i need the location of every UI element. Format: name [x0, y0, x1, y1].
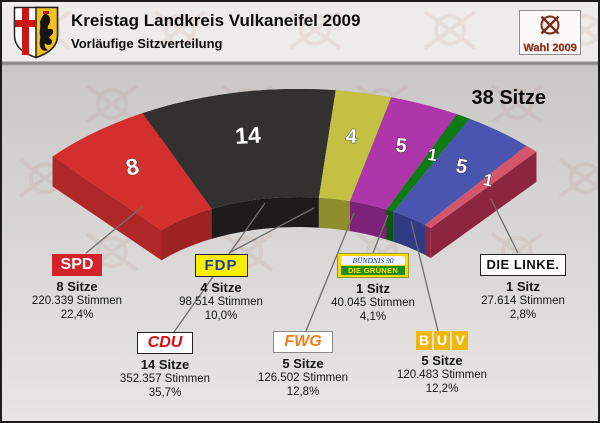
- leader-line-spd: [85, 206, 143, 254]
- buv-votes: 120.483 Stimmen: [396, 369, 488, 381]
- gruene-logo-bottom: DIE GRÜNEN: [341, 266, 405, 275]
- watermark-ballot-x-icon: [423, 158, 477, 198]
- header: Kreistag Landkreis Vulkaneifel 2009 Vorl…: [2, 2, 598, 62]
- spd-votes: 220.339 Stimmen: [31, 295, 123, 307]
- inner-face-fdp: [318, 197, 350, 232]
- seat-number-linke: 1: [481, 170, 495, 191]
- fwg-votes: 126.502 Stimmen: [257, 372, 349, 384]
- gruene-votes: 40.045 Stimmen: [331, 297, 415, 309]
- cdu-logo: CDU: [136, 332, 194, 354]
- watermark-ballot-x-icon: [220, 84, 274, 124]
- segment-linke: [425, 145, 537, 228]
- end-cap-left: [52, 156, 162, 261]
- fdp-percent: 10,0%: [204, 310, 238, 322]
- segment-gruene: [386, 114, 470, 212]
- party-label-cdu: CDU 14 Sitze 352.357 Stimmen 35,7%: [100, 332, 230, 400]
- linke-votes: 27.614 Stimmen: [481, 295, 565, 307]
- gruene-percent: 4,1%: [359, 311, 387, 323]
- fdp-seats: 4 Sitze: [200, 280, 242, 295]
- rim-gruene: [457, 114, 470, 149]
- seat-number-spd: 8: [124, 153, 142, 181]
- spd-logo: SPD: [51, 254, 103, 276]
- inner-face-cdu: [211, 197, 319, 239]
- party-label-fdp: FDP 4 Sitze 98.514 Stimmen 10,0%: [156, 254, 286, 323]
- gruene-logo-top: BÜNDNIS 90: [341, 256, 405, 265]
- seat-number-buv: 5: [454, 155, 469, 179]
- party-label-linke: DIE LINKE. 1 Sitz 27.614 Stimmen 2,8%: [458, 254, 588, 322]
- seat-number-fwg: 5: [394, 135, 408, 158]
- segment-fwg: [349, 97, 457, 210]
- buv-percent: 12,2%: [425, 383, 459, 395]
- total-seats-label: 38 Sitze: [471, 87, 546, 109]
- cdu-percent: 35,7%: [148, 387, 182, 399]
- ballot-x-icon: [540, 15, 560, 35]
- badge-label: Wahl 2009: [523, 42, 577, 54]
- gruene-seats: 1 Sitz: [356, 281, 390, 296]
- leader-line-fdp: [228, 207, 315, 254]
- fwg-seats: 5 Sitze: [282, 356, 324, 371]
- party-label-fwg: FWG 5 Sitze 126.502 Stimmen 12,8%: [238, 331, 368, 399]
- rim-buv: [469, 118, 527, 176]
- linke-logo: DIE LINKE.: [479, 254, 567, 276]
- fdp-votes: 98.514 Stimmen: [179, 296, 263, 308]
- watermark-ballot-x-icon: [558, 158, 598, 198]
- fwg-logo: FWG: [273, 331, 333, 353]
- inner-face-gruene: [386, 209, 394, 242]
- seat-number-fdp: 4: [345, 126, 358, 149]
- cdu-votes: 352.357 Stimmen: [119, 373, 211, 385]
- rim-linke: [526, 145, 537, 182]
- leader-line-gruene: [372, 214, 389, 254]
- watermark-ballot-x-icon: [85, 84, 139, 124]
- spd-percent: 22,4%: [60, 309, 94, 321]
- inner-face-fwg: [349, 201, 387, 240]
- party-label-spd: SPD 8 Sitze 220.339 Stimmen 22,4%: [12, 254, 142, 322]
- coat-of-arms: [13, 6, 59, 59]
- buv-seats: 5 Sitze: [421, 353, 463, 368]
- linke-seats: 1 Sitz: [506, 279, 540, 294]
- segment-fdp: [318, 90, 392, 202]
- watermark-ballot-x-icon: [355, 84, 409, 124]
- segment-spd: [52, 113, 212, 231]
- wahl-2009-badge: Wahl 2009: [519, 10, 581, 55]
- gruene-logo: BÜNDNIS 90 DIE GRÜNEN: [337, 253, 409, 278]
- seat-number-cdu: 14: [234, 122, 261, 149]
- end-cap-right: [430, 151, 537, 258]
- cdu-seats: 14 Sitze: [140, 357, 190, 372]
- leader-line-linke: [490, 198, 519, 254]
- rim-spd: [52, 113, 143, 187]
- rim-fdp: [335, 90, 392, 128]
- watermark-ballot-x-icon: [153, 158, 207, 198]
- watermark-ballot-x-icon: [18, 158, 72, 198]
- party-label-gruene: BÜNDNIS 90 DIE GRÜNEN 1 Sitz 40.045 Stim…: [308, 253, 438, 324]
- inner-face-spd: [161, 208, 212, 261]
- page-title: Kreistag Landkreis Vulkaneifel 2009: [71, 11, 361, 30]
- segment-buv: [393, 118, 527, 225]
- seat-number-gruene: 1: [426, 145, 438, 165]
- segment-cdu: [142, 89, 336, 209]
- watermark-ballot-x-icon: [288, 158, 342, 198]
- spd-seats: 8 Sitze: [56, 279, 98, 294]
- rim-cdu: [142, 89, 336, 144]
- fwg-percent: 12,8%: [286, 386, 320, 398]
- inner-face-buv: [393, 211, 425, 255]
- fdp-logo: FDP: [194, 254, 248, 277]
- linke-percent: 2,8%: [509, 309, 537, 321]
- page-subtitle: Vorläufige Sitzverteilung: [71, 36, 223, 51]
